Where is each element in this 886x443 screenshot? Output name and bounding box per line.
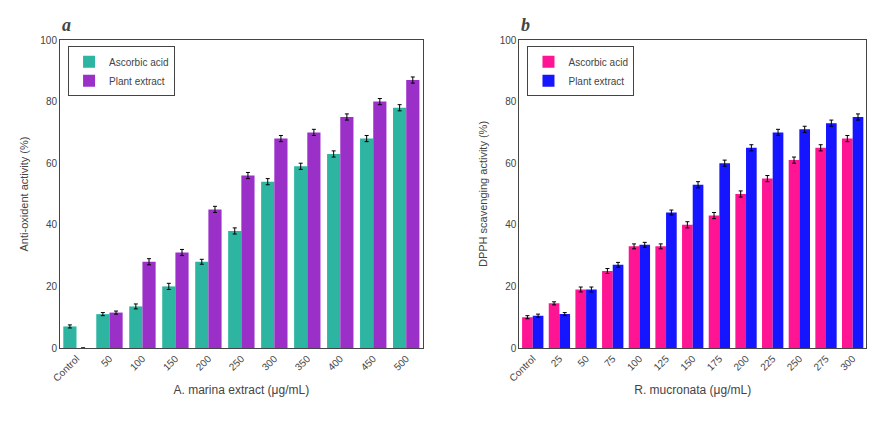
- svg-text:20: 20: [505, 281, 517, 292]
- svg-text:20: 20: [46, 281, 58, 292]
- svg-text:100: 100: [40, 35, 57, 46]
- svg-text:60: 60: [505, 158, 517, 169]
- svg-text:350: 350: [293, 353, 313, 373]
- svg-text:40: 40: [505, 219, 517, 230]
- svg-text:100: 100: [625, 353, 645, 373]
- svg-text:400: 400: [326, 353, 346, 373]
- svg-text:Plant extract: Plant extract: [568, 76, 624, 87]
- svg-text:100: 100: [128, 353, 148, 373]
- svg-text:Plant extract: Plant extract: [109, 76, 165, 87]
- svg-text:125: 125: [651, 353, 671, 373]
- svg-text:200: 200: [194, 353, 214, 373]
- svg-text:b: b: [521, 15, 530, 35]
- svg-text:500: 500: [392, 353, 412, 373]
- svg-text:A. marina extract (μg/mL): A. marina extract (μg/mL): [174, 383, 310, 397]
- svg-text:80: 80: [505, 96, 517, 107]
- svg-text:Ascorbic acid: Ascorbic acid: [568, 57, 627, 68]
- svg-text:150: 150: [678, 353, 698, 373]
- svg-text:40: 40: [46, 219, 58, 230]
- svg-text:R. mucronata (μg/mL): R. mucronata (μg/mL): [634, 383, 751, 397]
- svg-text:250: 250: [785, 353, 805, 373]
- svg-text:Control: Control: [51, 353, 82, 384]
- svg-text:250: 250: [227, 353, 247, 373]
- svg-text:50: 50: [99, 353, 115, 369]
- svg-text:150: 150: [161, 353, 181, 373]
- svg-text:50: 50: [575, 353, 591, 369]
- svg-text:25: 25: [549, 353, 565, 369]
- svg-text:200: 200: [731, 353, 751, 373]
- svg-text:Control: Control: [507, 353, 538, 384]
- svg-text:300: 300: [260, 353, 280, 373]
- svg-text:60: 60: [46, 158, 58, 169]
- svg-text:100: 100: [500, 35, 517, 46]
- svg-text:0: 0: [511, 343, 517, 354]
- svg-text:Ascorbic acid: Ascorbic acid: [109, 57, 168, 68]
- svg-text:DPPH scavenging activity (%): DPPH scavenging activity (%): [477, 121, 489, 267]
- svg-text:75: 75: [602, 353, 618, 369]
- svg-text:450: 450: [359, 353, 379, 373]
- svg-text:225: 225: [758, 353, 778, 373]
- svg-text:275: 275: [811, 353, 831, 373]
- svg-text:a: a: [62, 15, 71, 35]
- svg-text:80: 80: [46, 96, 58, 107]
- svg-text:175: 175: [705, 353, 725, 373]
- svg-text:0: 0: [51, 343, 57, 354]
- svg-text:Anti-oxident activity (%): Anti-oxident activity (%): [18, 137, 30, 252]
- svg-text:300: 300: [838, 353, 858, 373]
